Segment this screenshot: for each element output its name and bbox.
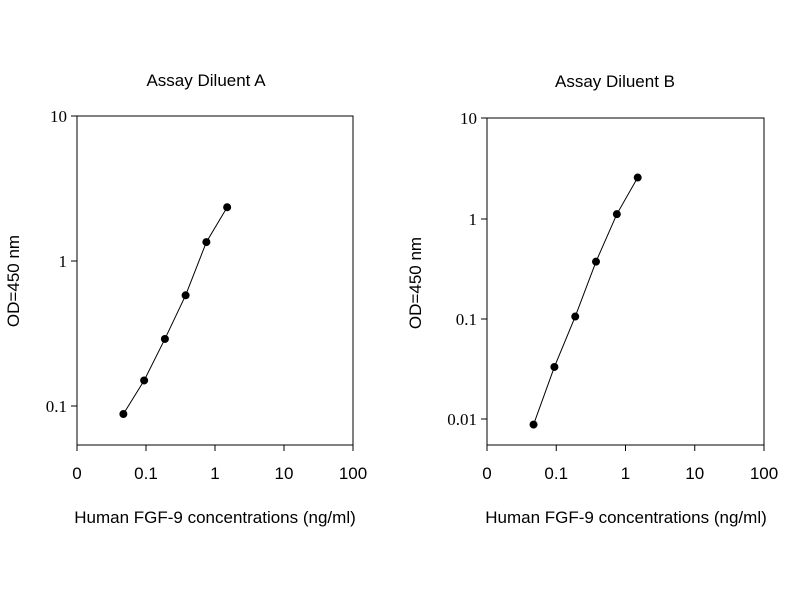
marks-b bbox=[529, 173, 642, 429]
y-axis-label-b: OD=450 nm bbox=[406, 237, 425, 329]
chart-title-b: Assay Diluent B bbox=[555, 72, 675, 91]
x-tick-label: 1 bbox=[621, 464, 630, 483]
data-point bbox=[181, 291, 190, 300]
x-tick-label: 10 bbox=[275, 464, 294, 483]
data-point bbox=[529, 420, 538, 429]
x-axis-label-b: Human FGF-9 concentrations (ng/ml) bbox=[485, 508, 767, 527]
series-line bbox=[122, 206, 228, 415]
x-tick-label: 0 bbox=[482, 464, 491, 483]
y-tick-label: 1 bbox=[59, 252, 68, 271]
series-line bbox=[533, 177, 639, 425]
data-point bbox=[160, 334, 169, 343]
x-tick-label: 100 bbox=[750, 464, 778, 483]
chart-panel-a: Assay Diluent A 0 0.1 1 10 100 0.1 1 10 Human F… bbox=[4, 71, 367, 527]
x-tick-label: 1 bbox=[210, 464, 219, 483]
data-point bbox=[202, 238, 211, 247]
chart-title-a: Assay Diluent A bbox=[146, 71, 266, 90]
x-axis-label-a: Human FGF-9 concentrations (ng/ml) bbox=[74, 508, 356, 527]
x-tick-label: 100 bbox=[339, 464, 367, 483]
y-axis-label-a: OD=450 nm bbox=[4, 235, 23, 327]
plot-frame-a bbox=[76, 115, 354, 446]
y-tick-label: 0.01 bbox=[447, 410, 477, 429]
data-point bbox=[592, 257, 601, 266]
data-point bbox=[612, 210, 621, 219]
data-point bbox=[633, 173, 642, 182]
x-tick-label: 10 bbox=[685, 464, 704, 483]
y-tick-label: 10 bbox=[460, 109, 477, 128]
x-tick-label: 0.1 bbox=[134, 464, 158, 483]
y-tick-label: 1 bbox=[469, 210, 478, 229]
plot-frame-b bbox=[486, 117, 765, 446]
y-tick-label: 10 bbox=[50, 107, 67, 126]
data-point bbox=[571, 312, 580, 321]
data-point bbox=[140, 376, 149, 385]
data-point bbox=[119, 410, 128, 419]
y-tick-label: 0.1 bbox=[456, 310, 477, 329]
y-tick-label: 0.1 bbox=[46, 397, 67, 416]
x-tick-label: 0.1 bbox=[544, 464, 568, 483]
marks-a bbox=[119, 203, 232, 419]
data-point bbox=[550, 362, 559, 371]
chart-panel-b: Assay Diluent B 0 0.1 1 10 100 0.01 0.1 1 10 Hum… bbox=[406, 72, 778, 527]
data-point bbox=[223, 203, 232, 212]
axes-b: 0 0.1 1 10 100 0.01 0.1 1 10 bbox=[447, 109, 778, 483]
x-tick-label: 0 bbox=[72, 464, 81, 483]
axes-a: 0 0.1 1 10 100 0.1 1 10 bbox=[46, 107, 367, 483]
